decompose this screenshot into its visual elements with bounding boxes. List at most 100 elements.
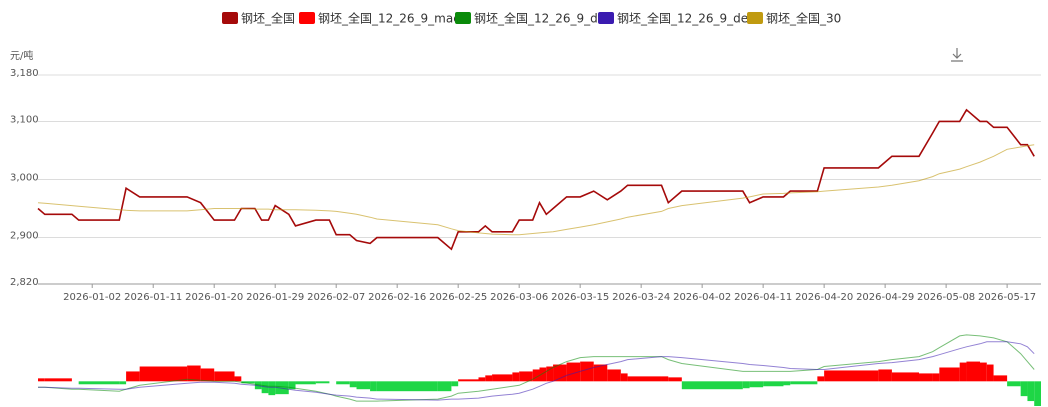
- macd-bar: [376, 381, 438, 392]
- macd-bar: [539, 367, 547, 382]
- macd-bar: [566, 362, 581, 382]
- x-tick-label: 2026-01-11: [124, 292, 182, 303]
- macd-bar: [620, 373, 628, 382]
- download-glyph[interactable]: [951, 48, 963, 62]
- macd-bar: [824, 370, 879, 382]
- macd-bar: [986, 364, 994, 382]
- x-tick-label: 2026-01-02: [63, 292, 121, 303]
- x-tick-label: 2026-03-06: [490, 292, 548, 303]
- legend-swatch: [299, 12, 315, 24]
- macd-bar: [370, 381, 377, 392]
- macd-bar: [919, 373, 933, 382]
- x-tick-label: 2026-03-15: [551, 292, 609, 303]
- macd-bar: [939, 367, 960, 382]
- macd-bar: [38, 378, 45, 382]
- macd-bar: [485, 375, 493, 382]
- x-tick-label: 2026-03-24: [612, 292, 670, 303]
- macd-bar: [1020, 381, 1028, 397]
- x-tick-label: 2026-01-20: [185, 292, 243, 303]
- y-tick-label: 3,180: [10, 68, 39, 79]
- legend-label: 钢坯_全国: [241, 11, 295, 26]
- series-line: [38, 341, 1035, 401]
- macd-bar: [187, 365, 201, 382]
- x-tick-label: 2026-04-02: [673, 292, 731, 303]
- series-line: [37, 144, 1035, 236]
- macd-bar: [607, 369, 621, 382]
- macd-bar: [214, 371, 235, 382]
- macd-bar: [295, 381, 316, 385]
- x-tick-label: 2026-04-29: [856, 292, 914, 303]
- legend: 钢坯_全国 钢坯_全国_12_26_9_macd 钢坯_全国_12_26_9_dif…: [222, 11, 841, 26]
- macd-bar: [356, 381, 371, 390]
- macd-bar: [966, 361, 981, 382]
- macd-bar: [288, 381, 296, 390]
- macd-bar: [119, 381, 127, 385]
- macd-bar: [78, 381, 120, 385]
- x-tick-label: 2026-02-16: [368, 292, 426, 303]
- macd-bar: [749, 381, 764, 388]
- y-tick-label: 2,900: [10, 231, 39, 242]
- macd-bar: [1034, 381, 1041, 406]
- legend-label: 钢坯_全国_12_26_9_macd: [318, 11, 467, 26]
- macd-bar: [451, 381, 459, 387]
- macd-bar: [336, 381, 350, 385]
- series-line: [38, 334, 1035, 402]
- macd-bar: [478, 377, 486, 382]
- macd-bar: [763, 381, 784, 387]
- macd-bar: [932, 373, 940, 382]
- legend-swatch: [222, 12, 238, 24]
- x-tick-label: 2026-05-08: [917, 292, 975, 303]
- legend-label: 钢坯_全国_12_26_9_dea: [617, 11, 756, 26]
- x-tick-label: 2026-01-29: [246, 292, 304, 303]
- macd-bar: [458, 379, 479, 382]
- macd-bar: [126, 371, 140, 382]
- macd-bar: [681, 381, 743, 390]
- y-tick-label: 3,000: [10, 173, 39, 184]
- macd-bar: [1027, 381, 1035, 402]
- macd-bar: [492, 374, 513, 382]
- macd-bar: [437, 381, 452, 392]
- x-tick-label: 2026-02-07: [307, 292, 365, 303]
- macd-bar: [234, 376, 242, 382]
- macd-bar: [661, 376, 669, 382]
- macd-bar: [959, 362, 967, 382]
- macd-bar: [817, 376, 825, 382]
- macd-bar: [993, 375, 1008, 382]
- macd-bar: [241, 381, 255, 384]
- macd-bar: [315, 381, 330, 384]
- macd-bar: [139, 366, 188, 382]
- legend-label: 钢坯_全国_12_26_9_dif: [474, 11, 606, 26]
- y-tick-label: 3,100: [10, 114, 39, 125]
- macd-bar: [790, 381, 818, 385]
- macd-bar: [268, 381, 276, 396]
- macd-bar: [878, 369, 892, 382]
- y-unit: 元/吨: [10, 49, 33, 62]
- y-tick-label: 2,820: [10, 277, 39, 288]
- macd-bar: [783, 381, 791, 386]
- x-tick-label: 2026-04-20: [795, 292, 853, 303]
- macd-bar: [593, 364, 608, 382]
- macd-bar: [349, 381, 357, 388]
- legend-swatch: [455, 12, 471, 24]
- legend-label: 钢坯_全国_30: [766, 11, 841, 26]
- macd-bar: [44, 378, 72, 382]
- x-tick-label: 2026-04-11: [734, 292, 792, 303]
- macd-bar: [532, 369, 540, 382]
- macd-bar: [980, 362, 987, 382]
- legend-swatch: [747, 12, 763, 24]
- download-icon[interactable]: [951, 48, 963, 62]
- macd-bar: [668, 377, 682, 382]
- macd-bar: [891, 372, 920, 382]
- macd-bar: [200, 368, 215, 382]
- x-tick-label: 2026-05-17: [978, 292, 1036, 303]
- macd-bar: [546, 366, 554, 382]
- macd-bar: [580, 361, 594, 382]
- macd-bar: [627, 376, 662, 382]
- macd-bar: [1007, 381, 1021, 387]
- macd-bar: [512, 372, 520, 382]
- macd-bar: [519, 371, 533, 382]
- x-tick-label: 2026-02-25: [429, 292, 487, 303]
- macd-bar: [742, 381, 750, 389]
